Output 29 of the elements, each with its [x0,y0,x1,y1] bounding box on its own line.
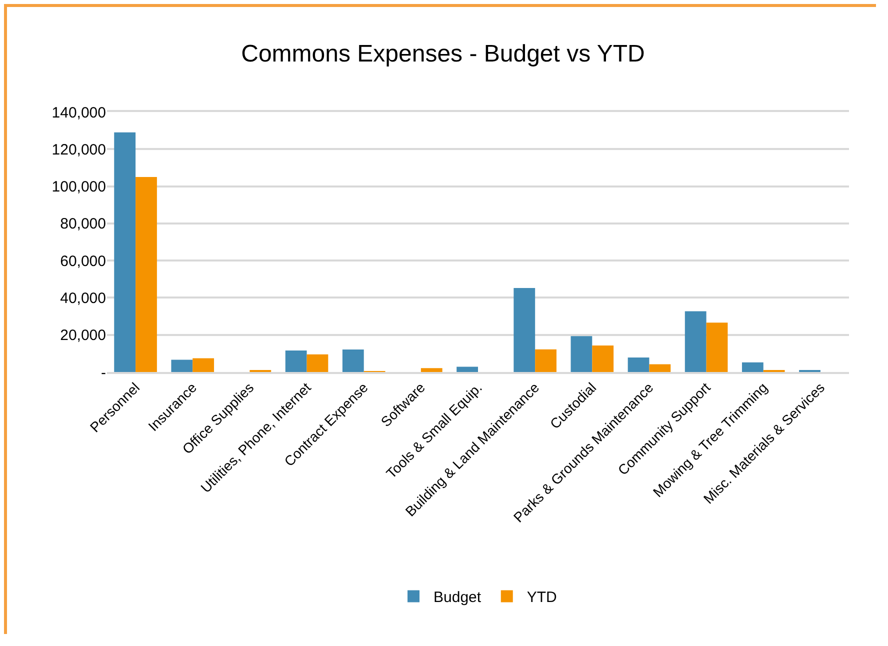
y-tick-label: 140,000 [52,104,106,122]
bar [306,354,328,372]
bar [535,349,556,372]
bar [420,368,442,372]
bar [285,350,307,372]
bar [570,336,592,372]
y-tick-label: 120,000 [52,141,106,158]
bar [514,288,536,372]
bar [592,345,614,372]
bar [192,358,214,372]
bar [136,177,157,372]
bar [342,350,364,372]
y-tick-label: 100,000 [52,178,106,196]
legend-label: YTD [526,589,558,606]
chart-title: Commons Expenses - Budget vs YTD [241,40,645,68]
y-tick-label: 80,000 [60,216,106,233]
bar [114,132,136,372]
bar [456,366,478,372]
y-tick-label: - [101,364,106,382]
bar [649,364,671,372]
bar [706,322,728,372]
y-tick-label: 40,000 [60,290,106,307]
bar [684,311,706,372]
y-tick-label: 20,000 [60,327,106,344]
bar [742,362,764,372]
y-tick-label: 60,000 [60,252,106,270]
legend-label: Budget [434,589,482,606]
bar [171,360,193,372]
bar [628,358,650,372]
